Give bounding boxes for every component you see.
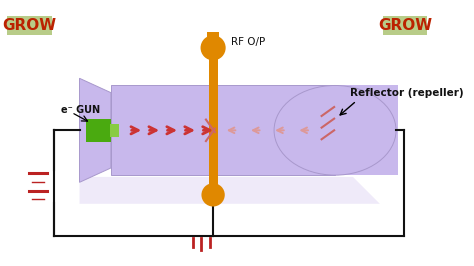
Bar bbox=[209, 39, 218, 198]
Bar bbox=[207, 32, 219, 48]
Bar bbox=[86, 119, 111, 142]
Text: GROW: GROW bbox=[378, 18, 432, 33]
FancyBboxPatch shape bbox=[7, 15, 52, 35]
Text: RF O/P: RF O/P bbox=[231, 38, 265, 47]
Text: Reflector (repeller): Reflector (repeller) bbox=[350, 88, 464, 98]
Bar bbox=[335, 85, 398, 175]
Bar bbox=[111, 85, 335, 175]
Circle shape bbox=[201, 35, 226, 60]
Circle shape bbox=[201, 183, 225, 206]
Bar bbox=[110, 124, 119, 136]
Text: e⁻ GUN: e⁻ GUN bbox=[61, 105, 100, 115]
FancyBboxPatch shape bbox=[383, 15, 428, 35]
Text: GROW: GROW bbox=[2, 18, 56, 33]
Ellipse shape bbox=[274, 85, 396, 175]
Polygon shape bbox=[80, 177, 380, 204]
Polygon shape bbox=[80, 78, 111, 182]
